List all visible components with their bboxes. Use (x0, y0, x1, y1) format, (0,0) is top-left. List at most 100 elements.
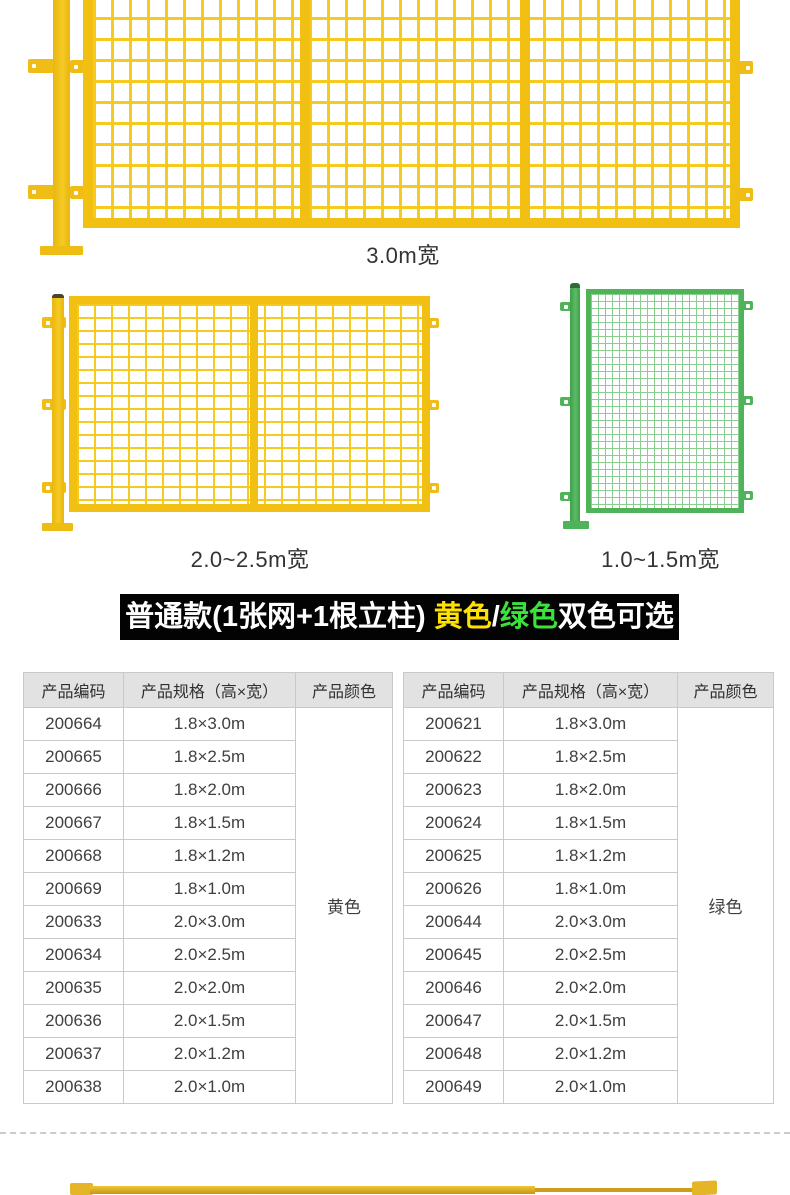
product-code: 200638 (23, 1070, 124, 1104)
product-spec: 2.0×1.2m (503, 1037, 678, 1071)
table-row: 200624 1.8×1.5m (403, 806, 774, 840)
fence-width-caption: 2.0~2.5m宽 (190, 547, 310, 572)
mesh-panel (586, 289, 744, 513)
post-base-plate (563, 521, 589, 529)
product-code: 200634 (23, 938, 124, 972)
fence-post (570, 286, 580, 523)
table-row: 200626 1.8×1.0m (403, 872, 774, 906)
banner-green-word: 绿色 (499, 601, 558, 633)
product-code: 200667 (23, 806, 124, 840)
product-spec: 1.8×1.0m (123, 872, 296, 906)
table-row: 200667 1.8×1.5m (23, 806, 393, 840)
product-code: 200668 (23, 839, 124, 873)
table-row: 200633 2.0×3.0m (23, 905, 393, 939)
product-spec: 2.0×1.0m (503, 1070, 678, 1104)
product-code: 200622 (403, 740, 504, 774)
mesh-panel (83, 0, 740, 228)
table-row: 200644 2.0×3.0m (403, 905, 774, 939)
table-row: 200645 2.0×2.5m (403, 938, 774, 972)
banner-text-prefix: 普通款(1张网+1根立柱) (125, 601, 434, 633)
product-code: 200647 (403, 1004, 504, 1038)
table-row: 200634 2.0×2.5m (23, 938, 393, 972)
table-row: 200621 1.8×3.0m 绿色 (403, 707, 774, 1104)
product-spec: 1.8×1.0m (503, 872, 678, 906)
panel-divider (250, 304, 258, 504)
product-spec: 2.0×2.5m (503, 938, 678, 972)
product-spec: 2.0×2.0m (503, 971, 678, 1005)
product-code: 200644 (403, 905, 504, 939)
table-row: 200665 1.8×2.5m (23, 740, 393, 774)
mount-tab (740, 396, 753, 405)
spec-table-green: 产品编码 产品规格（高×宽） 产品颜色 200621 1.8×3.0m 绿色 2… (403, 672, 774, 1104)
product-code: 200648 (403, 1037, 504, 1071)
header-row: 产品编码 产品规格（高×宽） 产品颜色 (403, 672, 774, 708)
mount-tab (426, 318, 439, 328)
post-cap (52, 294, 64, 298)
product-code: 200669 (23, 872, 124, 906)
fence-post (52, 297, 64, 525)
mesh-panel (69, 296, 430, 512)
col-header-spec: 产品规格（高×宽） (503, 672, 678, 708)
variant-banner: 普通款(1张网+1根立柱) 黄色/绿色双色可选 (120, 594, 679, 640)
rail-end-clip (70, 1183, 93, 1195)
product-code: 200624 (403, 806, 504, 840)
product-code: 200623 (403, 773, 504, 807)
header-row: 产品编码 产品规格（高×宽） 产品颜色 (23, 672, 393, 708)
product-spec: 1.8×1.2m (123, 839, 296, 873)
fence-top-rail (90, 1186, 535, 1194)
banner-slash: / (491, 601, 500, 633)
product-code: 200649 (403, 1070, 504, 1104)
table-row: 200638 2.0×1.0m (23, 1070, 393, 1104)
product-code: 200645 (403, 938, 504, 972)
mount-tab (736, 61, 753, 74)
product-code: 200666 (23, 773, 124, 807)
product-code: 200646 (403, 971, 504, 1005)
mount-tab (426, 400, 439, 410)
product-code: 200665 (23, 740, 124, 774)
product-spec: 2.0×1.0m (123, 1070, 296, 1104)
product-code: 200621 (403, 707, 504, 741)
product-spec: 1.8×1.2m (503, 839, 678, 873)
product-code: 200637 (23, 1037, 124, 1071)
mount-tab (740, 301, 753, 310)
product-code: 200633 (23, 905, 124, 939)
mount-tab (740, 491, 753, 500)
panel-divider (300, 0, 310, 218)
product-spec: 1.8×2.5m (123, 740, 296, 774)
product-spec: 2.0×3.0m (503, 905, 678, 939)
product-color: 黄色 (295, 707, 393, 1104)
banner-text-suffix: 双色可选 (557, 601, 674, 633)
mount-tab (736, 188, 753, 201)
col-header-color: 产品颜色 (677, 672, 774, 708)
product-spec: 1.8×2.0m (123, 773, 296, 807)
product-spec: 1.8×2.5m (503, 740, 678, 774)
product-spec: 2.0×1.5m (503, 1004, 678, 1038)
fence-width-caption: 3.0m宽 (366, 243, 440, 268)
post-cap (570, 283, 580, 288)
product-spec: 2.0×2.5m (123, 938, 296, 972)
product-code: 200626 (403, 872, 504, 906)
col-header-spec: 产品规格（高×宽） (123, 672, 296, 708)
post-base-plate (42, 523, 73, 531)
table-row: 200648 2.0×1.2m (403, 1037, 774, 1071)
col-header-code: 产品编码 (403, 672, 504, 708)
product-code: 200635 (23, 971, 124, 1005)
post-base-plate (40, 246, 83, 255)
table-row: 200637 2.0×1.2m (23, 1037, 393, 1071)
product-code: 200625 (403, 839, 504, 873)
fence-width-caption: 1.0~1.5m宽 (601, 547, 720, 572)
product-spec: 1.8×1.5m (123, 806, 296, 840)
product-spec: 2.0×1.5m (123, 1004, 296, 1038)
table-row: 200647 2.0×1.5m (403, 1004, 774, 1038)
product-spec: 2.0×2.0m (123, 971, 296, 1005)
banner-yellow-word: 黄色 (433, 601, 492, 633)
product-spec: 1.8×1.5m (503, 806, 678, 840)
table-row: 200669 1.8×1.0m (23, 872, 393, 906)
product-spec: 2.0×3.0m (123, 905, 296, 939)
fence-post (53, 0, 70, 248)
rail-end-clip (692, 1180, 717, 1195)
table-row: 200649 2.0×1.0m (403, 1070, 774, 1104)
panel-divider (520, 0, 530, 218)
product-code: 200636 (23, 1004, 124, 1038)
fence-top-rail (535, 1188, 695, 1192)
